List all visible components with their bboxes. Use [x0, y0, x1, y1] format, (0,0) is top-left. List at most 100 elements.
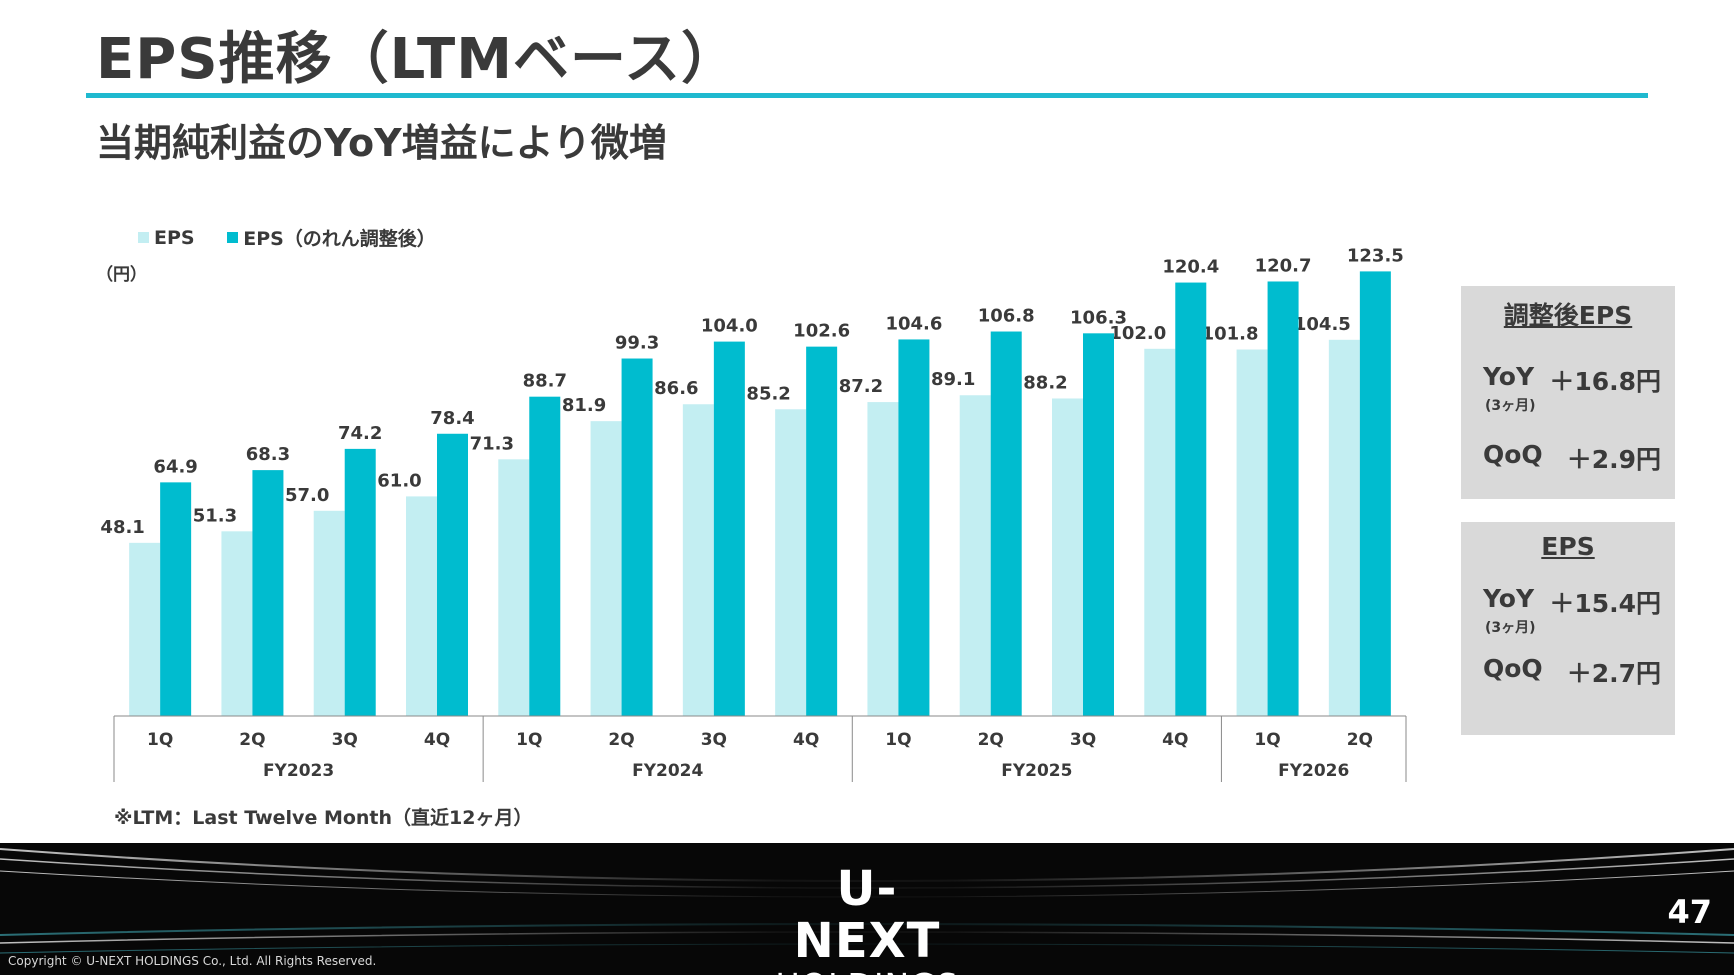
kpi-qoq-value: ＋2.7円 [1566, 659, 1661, 688]
copyright-text: Copyright © U-NEXT HOLDINGS Co., Ltd. Al… [8, 954, 377, 968]
kpi-box-title: 調整後EPS [1503, 301, 1633, 330]
data-label-eps-adjusted: 123.5 [1347, 245, 1404, 266]
x-tick-label: 2Q [608, 730, 634, 750]
eps-bar-chart: 48.1 51.3 57.0 61.0 71.3 81.9 86.6 85.2 87.2 89.1… [100, 245, 1407, 782]
bar-eps-adjusted [160, 482, 192, 716]
x-tick-label: 1Q [147, 730, 173, 750]
x-group-label: FY2025 [1001, 761, 1072, 781]
bar-eps-adjusted [1267, 281, 1299, 716]
slide-title: EPS推移（LTMベース） [96, 27, 739, 92]
bar-eps [1236, 349, 1268, 716]
logo-line1: U-NEXT [793, 861, 941, 969]
chart-legend: EPS EPS（のれん調整後） [138, 224, 462, 251]
kpi-qoq-value: ＋2.9円 [1566, 445, 1661, 474]
bar-eps [590, 421, 622, 716]
bar-eps-adjusted [529, 396, 561, 716]
legend-label-eps: EPS [154, 226, 195, 249]
kpi-qoq-label: QoQ [1483, 654, 1543, 683]
data-label-eps: 71.3 [470, 433, 514, 454]
x-tick-label: 2Q [239, 730, 265, 750]
data-label-eps: 86.6 [654, 378, 698, 399]
bar-eps [1052, 398, 1083, 716]
data-label-eps: 89.1 [931, 369, 975, 390]
bar-eps [1328, 339, 1360, 716]
x-tick-label: 3Q [701, 730, 727, 750]
bar-eps [682, 404, 714, 716]
data-label-eps-adjusted: 106.3 [1070, 307, 1127, 328]
bar-eps-adjusted [252, 470, 284, 716]
data-label-eps: 87.2 [839, 376, 883, 397]
bar-eps [129, 542, 161, 716]
kpi-yoy-sub: (3ヶ月) [1485, 620, 1536, 636]
data-label-eps-adjusted: 104.0 [701, 316, 758, 337]
x-tick-label: 3Q [332, 730, 358, 750]
data-label-eps-adjusted: 99.3 [615, 333, 659, 354]
title-divider [86, 93, 1648, 98]
bar-eps [498, 459, 530, 716]
data-label-eps: 61.0 [377, 470, 421, 491]
data-label-eps: 48.1 [100, 517, 144, 538]
x-tick-label: 4Q [1162, 730, 1188, 750]
data-label-eps: 85.2 [746, 383, 790, 404]
bar-eps-adjusted [344, 448, 376, 716]
footnote: ※LTM：Last Twelve Month（直近12ヶ月） [114, 807, 533, 829]
bar-eps [775, 409, 807, 716]
kpi-yoy-value: ＋15.4円 [1549, 589, 1661, 618]
bar-eps-adjusted [1175, 282, 1207, 716]
data-label-eps: 57.0 [285, 485, 329, 506]
bar-eps-adjusted [1359, 271, 1391, 716]
x-tick-label: 4Q [424, 730, 450, 750]
x-group-label: FY2026 [1278, 761, 1349, 781]
data-label-eps-adjusted: 68.3 [246, 444, 290, 465]
bar-eps [867, 402, 899, 716]
kpi-box-adjusted-eps: 調整後EPS YoY ＋16.8円 (3ヶ月) QoQ ＋2.9円 [1461, 286, 1675, 499]
data-label-eps-adjusted: 88.7 [523, 371, 567, 392]
bar-eps-adjusted [713, 341, 745, 716]
bar-eps [1144, 348, 1176, 716]
kpi-yoy-label: YoY [1483, 584, 1535, 613]
legend-swatch-eps-adjusted [227, 232, 239, 243]
data-label-eps-adjusted: 102.6 [793, 321, 850, 342]
bar-eps [406, 496, 437, 716]
data-label-eps: 101.8 [1202, 324, 1259, 345]
bar-eps-adjusted [806, 346, 838, 716]
data-label-eps: 102.0 [1109, 323, 1166, 344]
x-group-label: FY2023 [263, 761, 334, 781]
bar-eps-adjusted [437, 433, 468, 716]
company-logo: U-NEXT HOLDINGS [770, 863, 964, 975]
data-label-eps-adjusted: 64.9 [153, 456, 197, 477]
legend-swatch-eps [138, 232, 149, 243]
kpi-yoy-label: YoY [1483, 362, 1535, 391]
x-tick-label: 3Q [1070, 730, 1096, 750]
logo-line2: HOLDINGS [770, 967, 964, 975]
legend-item-eps: EPS [138, 227, 195, 249]
bar-eps [221, 531, 253, 716]
x-tick-label: 1Q [885, 730, 911, 750]
data-label-eps-adjusted: 120.7 [1255, 255, 1312, 276]
data-label-eps: 88.2 [1023, 372, 1067, 393]
footer-band: U-NEXT HOLDINGS 47 Copyright © U-NEXT HO… [0, 843, 1734, 975]
kpi-box-eps: EPS YoY ＋15.4円 (3ヶ月) QoQ ＋2.7円 [1461, 522, 1675, 735]
x-group-label: FY2024 [632, 761, 703, 781]
data-label-eps: 104.5 [1294, 314, 1351, 335]
bar-eps-adjusted [898, 339, 930, 716]
data-label-eps-adjusted: 106.8 [978, 306, 1035, 327]
legend-item-eps-adjusted: EPS（のれん調整後） [227, 224, 436, 251]
bar-eps-adjusted [621, 358, 653, 716]
data-label-eps-adjusted: 78.4 [430, 408, 474, 429]
bar-eps-adjusted [990, 331, 1022, 716]
data-label-eps-adjusted: 74.2 [338, 423, 382, 444]
data-label-eps: 51.3 [193, 505, 237, 526]
kpi-yoy-value: ＋16.8円 [1549, 367, 1661, 396]
x-tick-label: 2Q [1347, 730, 1373, 750]
bar-eps [959, 395, 991, 716]
x-tick-label: 1Q [1254, 730, 1280, 750]
bar-eps [313, 510, 345, 716]
x-tick-label: 1Q [516, 730, 542, 750]
kpi-qoq-label: QoQ [1483, 440, 1543, 469]
data-label-eps-adjusted: 120.4 [1162, 257, 1219, 278]
slide-subtitle: 当期純利益のYoY増益により微増 [96, 121, 667, 165]
y-unit-label: （円） [96, 265, 147, 285]
legend-label-eps-adjusted: EPS（のれん調整後） [243, 228, 436, 250]
kpi-yoy-sub: (3ヶ月) [1485, 398, 1536, 414]
